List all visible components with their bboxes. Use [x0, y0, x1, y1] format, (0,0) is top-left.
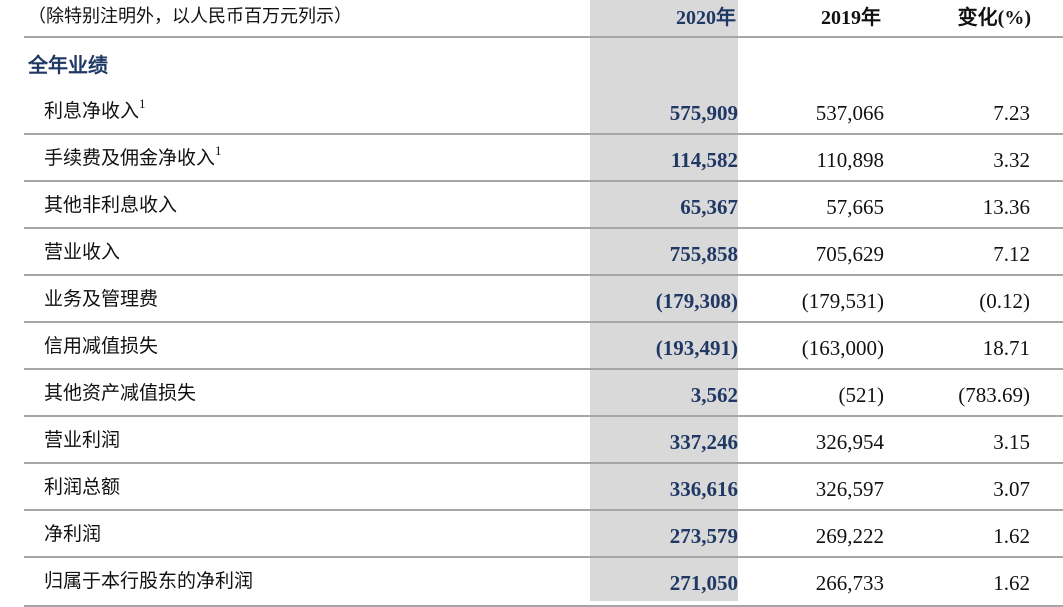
- value-2019: (179,531): [801, 289, 884, 313]
- value-change: 3.15: [993, 430, 1030, 454]
- value-change: (0.12): [979, 289, 1030, 313]
- row-label: 其他非利息收入: [44, 182, 177, 228]
- value-2019: (163,000): [801, 336, 884, 360]
- value-change: 3.07: [993, 477, 1030, 501]
- value-2019: 705,629: [815, 242, 884, 266]
- value-2020: 271,050: [669, 571, 738, 595]
- row-label: 手续费及佣金净收入1: [44, 135, 222, 181]
- value-change: 1.62: [993, 524, 1030, 548]
- row-divider: [24, 556, 1063, 558]
- row-divider: [24, 415, 1063, 417]
- row-divider: [24, 180, 1063, 182]
- row-label-text: 其他资产减值损失: [44, 382, 197, 404]
- column-header-change: 变化(%): [957, 5, 1031, 29]
- row-label: 利润总额: [44, 464, 120, 510]
- value-change: (783.69): [958, 383, 1030, 407]
- row-label-text: 业务及管理费: [44, 288, 159, 310]
- row-label-text: 手续费及佣金净收入: [44, 147, 216, 169]
- section-title: 全年业绩: [28, 53, 108, 77]
- table-row: 净利润 273,579 269,222 1.62: [0, 511, 1063, 558]
- value-2019: 269,222: [815, 524, 884, 548]
- row-label-text: 归属于本行股东的净利润: [44, 570, 254, 592]
- value-change: 13.36: [982, 195, 1030, 219]
- row-label: 信用减值损失: [44, 323, 158, 369]
- row-divider: [24, 133, 1063, 135]
- value-2019: (521): [838, 383, 885, 407]
- row-label: 营业收入: [44, 229, 120, 275]
- row-divider: [24, 462, 1063, 464]
- value-2020: 114,582: [670, 148, 738, 172]
- row-divider: [24, 274, 1063, 276]
- row-label-text: 其他非利息收入: [44, 194, 178, 216]
- row-label: 利息净收入1: [44, 88, 146, 134]
- column-header-2019: 2019年: [821, 5, 881, 29]
- row-label: 净利润: [44, 511, 101, 557]
- value-2020: 337,246: [669, 430, 738, 454]
- row-label: 业务及管理费: [44, 276, 158, 322]
- row-label-text: 营业利润: [44, 429, 121, 451]
- row-divider: [24, 509, 1063, 511]
- value-2020: 273,579: [669, 524, 738, 548]
- table-row: 营业利润 337,246 326,954 3.15: [0, 417, 1063, 464]
- section-header-row: 全年业绩: [0, 40, 1063, 88]
- row-label-text: 信用减值损失: [44, 335, 159, 357]
- value-change: 1.62: [993, 571, 1030, 595]
- row-divider: [24, 321, 1063, 323]
- value-change: 7.12: [993, 242, 1030, 266]
- row-label: 其他资产减值损失: [44, 370, 196, 416]
- table-row: 手续费及佣金净收入1 114,582 110,898 3.32: [0, 135, 1063, 182]
- value-2020: 65,367: [680, 195, 738, 219]
- header-divider: [24, 36, 1063, 38]
- value-change: 3.32: [993, 148, 1030, 172]
- row-label: 归属于本行股东的净利润: [44, 558, 253, 604]
- value-2019: 57,665: [826, 195, 884, 219]
- unit-note: （除特别注明外，以人民币百万元列示）: [28, 6, 352, 27]
- value-change: 18.71: [982, 336, 1030, 360]
- footnote-marker: 1: [139, 96, 146, 111]
- value-2020: 336,616: [669, 477, 738, 501]
- value-2020: 755,858: [669, 242, 738, 266]
- highlight-column-2020: [590, 0, 738, 601]
- value-2019: 110,898: [816, 148, 884, 172]
- value-2020: (179,308): [655, 289, 738, 313]
- table-row: 其他资产减值损失 3,562 (521) (783.69): [0, 370, 1063, 417]
- value-2020: 3,562: [690, 383, 738, 407]
- table-row: 信用减值损失 (193,491) (163,000) 18.71: [0, 323, 1063, 370]
- table-row: 利润总额 336,616 326,597 3.07: [0, 464, 1063, 511]
- footnote-marker: 1: [215, 143, 222, 158]
- table-row: 利息净收入1 575,909 537,066 7.23: [0, 88, 1063, 135]
- row-label-text: 利息净收入: [44, 100, 140, 122]
- table-row: 营业收入 755,858 705,629 7.12: [0, 229, 1063, 276]
- row-label-text: 利润总额: [44, 476, 121, 498]
- row-divider: [24, 368, 1063, 370]
- row-label-text: 净利润: [44, 523, 102, 545]
- value-2020: (193,491): [655, 336, 738, 360]
- table-row: 业务及管理费 (179,308) (179,531) (0.12): [0, 276, 1063, 323]
- value-change: 7.23: [993, 101, 1030, 125]
- table-row: 其他非利息收入 65,367 57,665 13.36: [0, 182, 1063, 229]
- table-header-row: （除特别注明外，以人民币百万元列示） 2020年 2019年 变化(%): [0, 0, 1063, 38]
- row-label-text: 营业收入: [44, 241, 121, 263]
- value-2019: 266,733: [815, 571, 884, 595]
- table-row: 归属于本行股东的净利润 271,050 266,733 1.62: [0, 558, 1063, 607]
- value-2019: 326,954: [815, 430, 884, 454]
- value-2020: 575,909: [669, 101, 738, 125]
- row-divider: [24, 227, 1063, 229]
- column-header-2020: 2020年: [676, 5, 736, 29]
- row-label: 营业利润: [44, 417, 120, 463]
- value-2019: 537,066: [815, 101, 884, 125]
- value-2019: 326,597: [815, 477, 884, 501]
